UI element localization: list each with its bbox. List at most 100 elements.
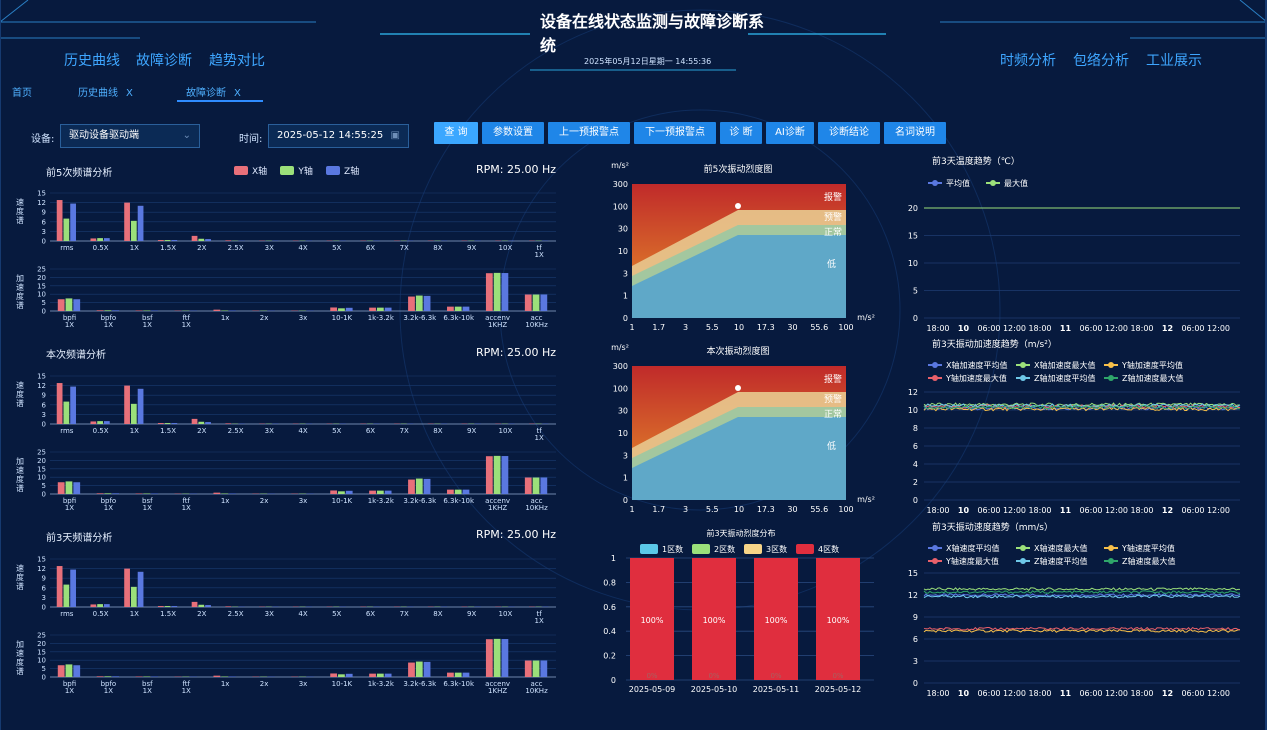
device-select[interactable]: 驱动设备驱动端 ⌄ bbox=[60, 124, 200, 148]
legend-swatch bbox=[640, 544, 658, 554]
diagnosis-conclusion-button[interactable]: 诊断结论 bbox=[818, 122, 880, 144]
legend-marker bbox=[932, 375, 938, 381]
data-label: 100% bbox=[765, 616, 788, 625]
tick-label: 0 bbox=[623, 496, 628, 505]
tick-label: 55.6 bbox=[810, 505, 828, 514]
tick-label: 0.4 bbox=[603, 627, 616, 636]
tick-label: 10-1K bbox=[332, 497, 353, 505]
nav-history-curve[interactable]: 历史曲线 bbox=[64, 53, 120, 69]
tick-label: 55.6 bbox=[810, 323, 828, 332]
query-button[interactable]: 查 询 bbox=[434, 122, 478, 144]
y-unit: m/s² bbox=[611, 343, 629, 352]
tick-label: 15 bbox=[37, 465, 46, 473]
bar-z bbox=[345, 490, 353, 494]
bar-z bbox=[501, 639, 509, 677]
param-settings-button[interactable]: 参数设置 bbox=[482, 122, 544, 144]
bar-y bbox=[130, 403, 137, 424]
tick-label: 18:00 bbox=[1130, 689, 1153, 698]
tick-label: 6 bbox=[42, 584, 47, 592]
close-icon[interactable]: X bbox=[126, 88, 133, 99]
tick-label: bpfi bbox=[63, 497, 76, 505]
tick-label: 15 bbox=[37, 556, 46, 564]
tick-label: 4 bbox=[913, 460, 918, 469]
bar-z bbox=[171, 423, 178, 424]
tab-fault-diagnosis[interactable]: 故障诊断 X bbox=[186, 84, 241, 99]
rpm-readout: RPM: 25.00 Hz bbox=[476, 528, 557, 541]
bar-z bbox=[151, 493, 158, 494]
tick-label: bpfo bbox=[101, 314, 117, 322]
legend-marker bbox=[1108, 558, 1114, 564]
tick-label: 18:00 bbox=[926, 506, 949, 515]
legend-x[interactable]: X轴 bbox=[234, 164, 267, 177]
bar-y bbox=[415, 478, 423, 494]
tick-label: 06:00 bbox=[1181, 324, 1204, 333]
axis-title: 度 bbox=[16, 657, 24, 667]
tick-label: 06:00 bbox=[977, 689, 1000, 698]
bar-x bbox=[124, 385, 130, 424]
tick-label: 1X bbox=[130, 427, 139, 435]
ai-diagnose-button[interactable]: AI诊断 bbox=[766, 122, 814, 144]
calendar-icon[interactable]: ▣ bbox=[390, 130, 400, 141]
tick-label: 06:00 bbox=[1079, 324, 1102, 333]
axis-title: 速 bbox=[16, 466, 24, 475]
nav-time-frequency[interactable]: 时频分析 bbox=[1000, 53, 1056, 69]
nav-envelope-analysis[interactable]: 包络分析 bbox=[1073, 53, 1129, 69]
next-alarm-point-button[interactable]: 下一预报警点 bbox=[634, 122, 716, 144]
tick-label: 11 bbox=[1060, 506, 1072, 515]
tick-label: 2x bbox=[260, 680, 269, 688]
tick-label: 11 bbox=[1060, 324, 1072, 333]
bar-x bbox=[213, 309, 221, 311]
tick-label: 2.5X bbox=[228, 610, 244, 618]
bar-z bbox=[384, 307, 392, 311]
tick-label: 06:00 bbox=[977, 506, 1000, 515]
tick-label: acc bbox=[531, 314, 543, 322]
tick-label: 1X bbox=[182, 321, 191, 329]
tick-label: 1X bbox=[130, 610, 139, 618]
bar-x bbox=[369, 673, 376, 677]
tick-label: 5.5 bbox=[706, 505, 719, 514]
tick-label: 1 bbox=[629, 505, 634, 514]
bar-x bbox=[56, 383, 63, 424]
nav-fault-diagnosis[interactable]: 故障诊断 bbox=[136, 53, 192, 69]
bar-y bbox=[415, 661, 423, 677]
tick-label: 18:00 bbox=[926, 689, 949, 698]
axis-title: 速 bbox=[16, 198, 24, 207]
tab-home[interactable]: 首页 bbox=[12, 84, 32, 99]
nav-industrial-display[interactable]: 工业展示 bbox=[1146, 53, 1202, 69]
bar-z bbox=[423, 661, 431, 677]
tick-label: 1KHZ bbox=[488, 504, 507, 512]
nav-trend-compare[interactable]: 趋势对比 bbox=[209, 53, 265, 69]
bar-x bbox=[330, 673, 338, 677]
diagnose-button[interactable]: 诊 断 bbox=[720, 122, 762, 144]
tick-label: 15 bbox=[37, 373, 46, 381]
prev-alarm-point-button[interactable]: 上一预报警点 bbox=[548, 122, 630, 144]
tick-label: acc bbox=[531, 680, 543, 688]
tab-history-curve[interactable]: 历史曲线 X bbox=[78, 84, 133, 99]
bar-x bbox=[225, 423, 232, 424]
bar-x bbox=[157, 240, 164, 241]
bar-x bbox=[447, 306, 454, 311]
tick-label: 9X bbox=[467, 244, 476, 252]
tick-label: 1.5X bbox=[160, 610, 176, 618]
tick-label: tf bbox=[537, 427, 543, 435]
tick-label: 0 bbox=[42, 421, 46, 429]
tick-label: 3x bbox=[299, 314, 308, 322]
legend-y[interactable]: Y轴 bbox=[280, 164, 313, 177]
tick-label: 1X bbox=[65, 321, 74, 329]
tick-label: 100 bbox=[613, 384, 628, 393]
time-input[interactable]: 2025-05-12 14:55:25 ▣ bbox=[268, 124, 409, 148]
legend-z[interactable]: Z轴 bbox=[326, 164, 359, 177]
glossary-button[interactable]: 名词说明 bbox=[884, 122, 946, 144]
close-icon[interactable]: X bbox=[234, 88, 241, 99]
axis-title: 速 bbox=[16, 283, 24, 292]
tick-label: 3X bbox=[265, 610, 274, 618]
tick-label: 100 bbox=[838, 505, 853, 514]
bar-x bbox=[330, 307, 338, 311]
tick-label: 1k-3.2k bbox=[368, 497, 395, 505]
bar-y bbox=[338, 308, 345, 311]
tick-label: 7X bbox=[400, 427, 409, 435]
spectrum-title-prev3days: 前3天频谱分析 bbox=[46, 533, 113, 544]
bar-z bbox=[462, 489, 470, 494]
